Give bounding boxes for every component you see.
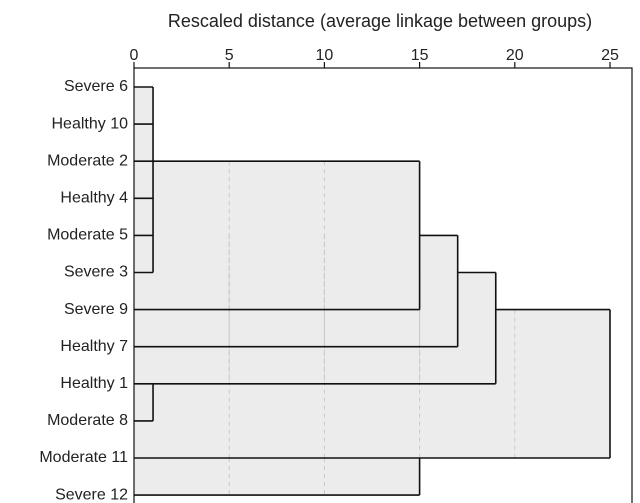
leaf-label: Healthy 7 [60, 338, 128, 355]
leaf-label: Severe 9 [64, 301, 128, 318]
leaf-label: Severe 12 [55, 486, 128, 503]
leaf-label: Moderate 11 [39, 449, 128, 466]
leaf-label: Moderate 8 [47, 412, 128, 429]
chart-title: Rescaled distance (average linkage betwe… [168, 11, 592, 31]
leaf-label: Moderate 5 [47, 227, 128, 244]
tree [134, 86, 611, 496]
leaf-label: Severe 6 [64, 78, 128, 95]
leaf-label: Moderate 2 [47, 152, 128, 169]
leaf-label: Healthy 10 [52, 115, 129, 132]
x-tick-label: 25 [601, 47, 619, 64]
x-tick-label: 5 [225, 47, 234, 64]
x-tick-label: 20 [506, 47, 524, 64]
cluster-fills [134, 87, 610, 496]
x-tick-label: 0 [130, 47, 139, 64]
leaf-label: Healthy 4 [60, 190, 128, 207]
x-tick-label: 10 [316, 47, 334, 64]
leaf-label: Severe 3 [64, 264, 128, 281]
plot-frame [133, 67, 633, 503]
leaf-label: Healthy 1 [60, 375, 128, 392]
x-tick-label: 15 [411, 47, 429, 64]
cluster-fill [134, 458, 420, 496]
